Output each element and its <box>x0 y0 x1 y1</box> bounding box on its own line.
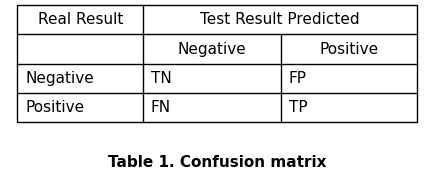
Text: TN: TN <box>151 71 172 86</box>
Text: Positive: Positive <box>319 41 378 57</box>
Text: FP: FP <box>289 71 307 86</box>
Text: Test Result Predicted: Test Result Predicted <box>200 12 360 27</box>
Text: Positive: Positive <box>25 100 84 115</box>
Text: FN: FN <box>151 100 171 115</box>
Text: TP: TP <box>289 100 307 115</box>
Text: Real Result: Real Result <box>38 12 123 27</box>
Text: Negative: Negative <box>178 41 247 57</box>
Text: Negative: Negative <box>25 71 94 86</box>
Bar <box>17 5 417 122</box>
Text: Table 1. Confusion matrix: Table 1. Confusion matrix <box>108 155 326 170</box>
